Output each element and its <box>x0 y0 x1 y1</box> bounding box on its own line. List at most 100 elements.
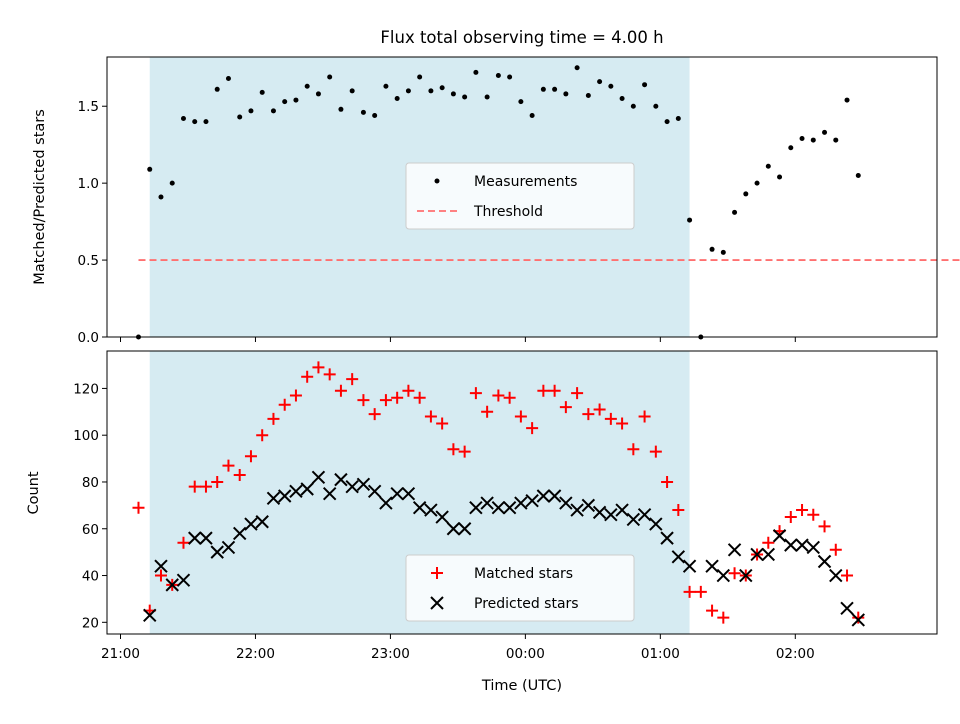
measurement-point <box>158 194 164 200</box>
measurement-point <box>788 145 794 151</box>
measurement-point <box>619 96 625 102</box>
matched-star-point <box>582 408 595 421</box>
matched-star-point <box>289 389 302 402</box>
measurement-point <box>743 191 749 197</box>
predicted-star-point <box>604 508 618 522</box>
measurement-point <box>248 108 254 114</box>
matched-star-point <box>694 585 707 598</box>
matched-star-point <box>211 475 224 488</box>
matched-star-point <box>661 475 674 488</box>
predicted-star-point <box>188 531 202 545</box>
legend-marker-matched <box>431 567 443 579</box>
top-y-tick-label: 1.5 <box>78 99 99 115</box>
matched-star-point <box>199 480 212 493</box>
measurement-point <box>439 85 445 91</box>
top-legend: Measurements Threshold <box>405 162 635 230</box>
predicted-star-point <box>840 601 854 615</box>
matched-star-point <box>717 611 730 624</box>
measurement-point <box>192 119 198 125</box>
predicted-star-point <box>851 613 865 627</box>
measurement-point <box>237 114 243 120</box>
matched-star-point <box>593 403 606 416</box>
measurement-point <box>765 163 771 169</box>
predicted-star-point <box>502 500 517 515</box>
matched-star-point <box>604 412 617 425</box>
bottom-y-tick-label: 120 <box>73 381 99 397</box>
x-tick-label: 00:00 <box>506 646 545 662</box>
measurement-point <box>540 86 546 92</box>
matched-star-point <box>649 445 662 458</box>
predicted-star-point <box>424 503 438 517</box>
matched-star-point <box>424 410 437 423</box>
measurement-point <box>462 94 468 100</box>
matched-star-point <box>154 569 167 582</box>
matched-star-point <box>706 604 719 617</box>
matched-star-point <box>177 536 190 549</box>
measurement-point <box>529 112 535 118</box>
matched-star-point <box>638 410 651 423</box>
measurement-point <box>327 74 333 80</box>
matched-star-point <box>526 422 539 435</box>
bottom-panel: 20 40 60 80 100 120 21:00 22:00 23:00 00:00 01:00… <box>26 350 938 694</box>
predicted-star-point <box>469 500 483 515</box>
measurement-point <box>507 74 513 80</box>
measurement-point <box>484 94 490 100</box>
matched-star-point <box>447 443 460 456</box>
measurement-point <box>147 166 153 172</box>
predicted-star-point <box>266 491 281 506</box>
measurement-point <box>338 106 344 112</box>
matched-star-point <box>413 391 426 404</box>
predicted-star-point <box>806 540 820 555</box>
matched-star-point <box>346 373 359 386</box>
matched-star-point <box>278 398 291 411</box>
predicted-star-point <box>514 496 528 510</box>
matched-star-point <box>256 429 269 442</box>
measurement-point <box>428 88 434 94</box>
measurement-point <box>405 88 411 94</box>
predicted-star-point <box>176 573 191 587</box>
legend-label-matched: Matched stars <box>474 566 573 582</box>
measurement-point <box>473 69 479 75</box>
matched-star-point <box>829 543 842 556</box>
top-y-tick-label: 1.0 <box>78 176 99 192</box>
matched-star-point <box>616 417 629 430</box>
predicted-star-point <box>649 517 663 531</box>
matched-star-point <box>323 368 336 381</box>
predicted-star-point <box>401 486 416 501</box>
bottom-axes-frame <box>106 350 938 635</box>
measurement-point <box>383 83 389 89</box>
matched-star-point <box>436 417 449 430</box>
matched-star-point <box>683 585 696 598</box>
measurement-point <box>642 82 648 88</box>
measurement-point <box>597 79 603 85</box>
predicted-star-point <box>199 531 213 545</box>
predicted-star-point <box>480 496 494 510</box>
predicted-star-point <box>772 529 787 543</box>
predicted-star-point <box>705 559 719 573</box>
matched-star-point <box>492 389 505 402</box>
predicted-star-point <box>345 479 359 494</box>
matched-star-point <box>481 405 494 418</box>
predicted-star-point <box>311 470 326 485</box>
predicted-star-point <box>829 568 843 583</box>
measurements-series <box>135 65 861 340</box>
measurement-point <box>585 92 591 98</box>
predicted-star-point <box>559 496 573 510</box>
matched-star-point <box>852 611 865 624</box>
predicted-star-point <box>356 477 371 492</box>
matched-star-point <box>796 504 809 517</box>
predicted-star-point <box>615 503 629 517</box>
predicted-star-point <box>300 482 314 496</box>
matched-star-point <box>188 480 201 493</box>
measurement-point <box>259 89 265 95</box>
legend-marker-measurements <box>434 178 440 184</box>
predicted-star-point <box>750 547 764 562</box>
predicted-star-point <box>581 498 596 513</box>
matched-star-point <box>514 410 527 423</box>
matched-star-point <box>762 536 775 549</box>
matched-star-point <box>728 567 741 580</box>
bottom-y-tick-label: 80 <box>82 475 99 491</box>
predicted-star-point <box>727 543 742 557</box>
predicted-star-point <box>277 489 292 503</box>
matched-star-point <box>233 468 246 481</box>
